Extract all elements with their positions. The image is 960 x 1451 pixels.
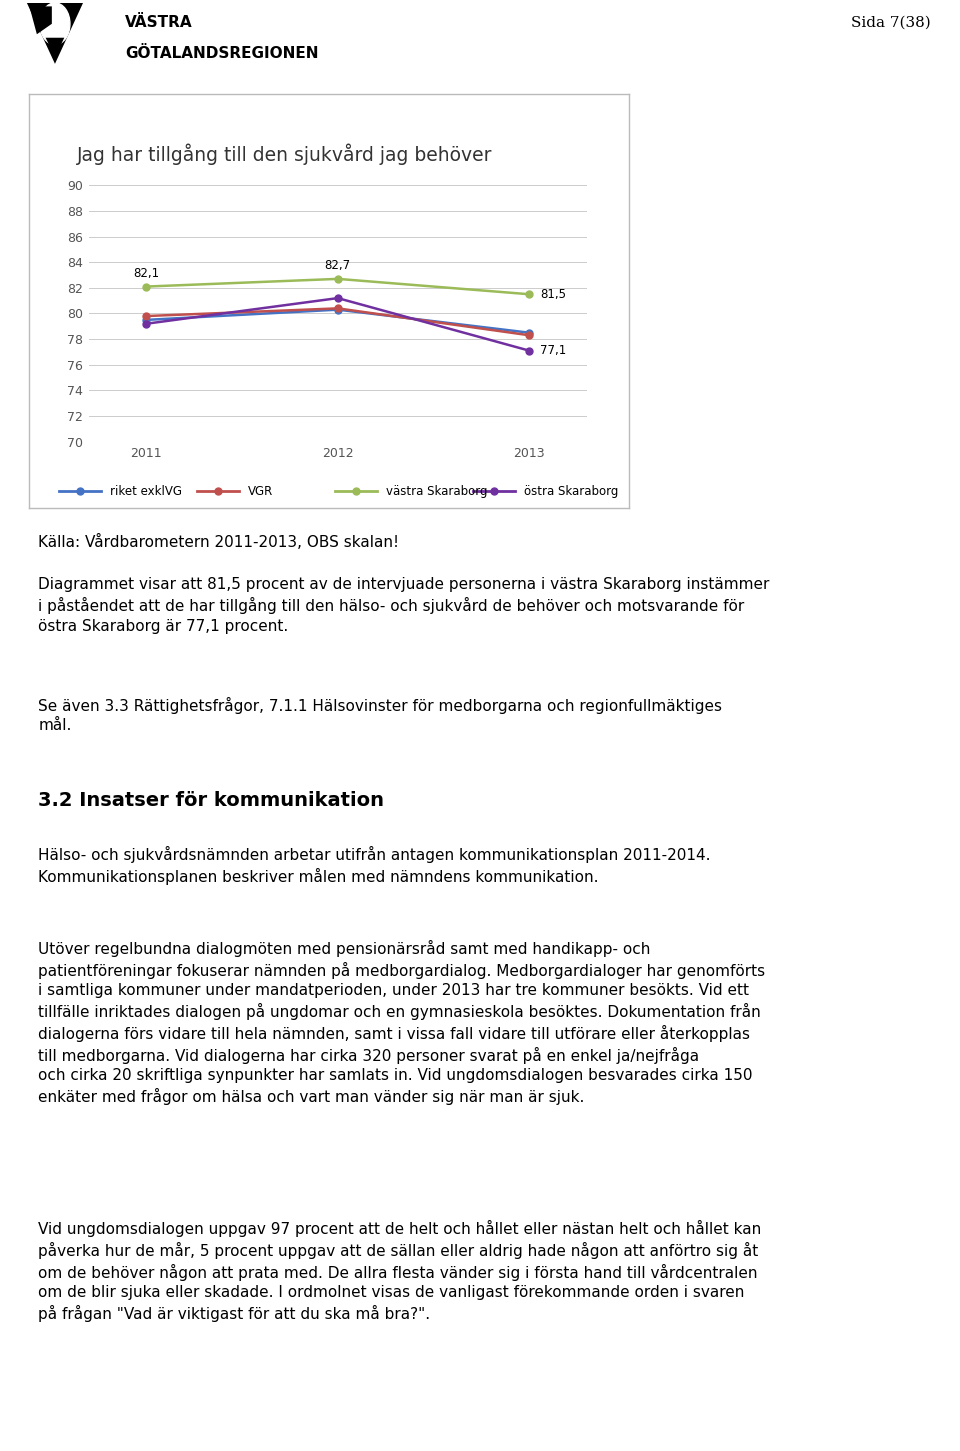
- VGR: [332, 300, 344, 318]
- Text: västra Skaraborg: västra Skaraborg: [386, 485, 488, 498]
- Polygon shape: [30, 6, 52, 35]
- Text: 82,7: 82,7: [324, 258, 350, 271]
- Text: Jag har tillgång till den sjukvård jag behöver: Jag har tillgång till den sjukvård jag b…: [77, 144, 492, 165]
- Text: östra Skaraborg: östra Skaraborg: [524, 485, 618, 498]
- Text: 81,5: 81,5: [540, 287, 566, 300]
- Text: Källa: Vårdbarometern 2011-2013, OBS skalan!: Källa: Vårdbarometern 2011-2013, OBS ska…: [38, 534, 399, 550]
- Polygon shape: [46, 38, 64, 57]
- Text: Sida 7(38): Sida 7(38): [852, 16, 931, 29]
- Line: östra Skaraborg: östra Skaraborg: [143, 295, 533, 354]
- Text: Vid ungdomsdialogen uppgav 97 procent att de helt och hållet eller nästan helt o: Vid ungdomsdialogen uppgav 97 procent at…: [38, 1220, 761, 1322]
- riket exklVG: [332, 300, 344, 318]
- Text: 77,1: 77,1: [540, 344, 566, 357]
- Text: Se även 3.3 Rättighetsfrågor, 7.1.1 Hälsovinster för medborgarna och regionfullm: Se även 3.3 Rättighetsfrågor, 7.1.1 Häls…: [38, 696, 722, 733]
- Text: Utöver regelbundna dialogmöten med pensionärsråd samt med handikapp- och
patient: Utöver regelbundna dialogmöten med pensi…: [38, 940, 765, 1104]
- Polygon shape: [27, 3, 84, 64]
- Text: GÖTALANDSREGIONEN: GÖTALANDSREGIONEN: [125, 45, 319, 61]
- Line: västra Skaraborg: västra Skaraborg: [143, 276, 533, 297]
- riket exklVG: [523, 324, 535, 341]
- västra Skaraborg: [332, 270, 344, 287]
- östra Skaraborg: [140, 315, 152, 332]
- Line: VGR: VGR: [143, 305, 533, 338]
- Line: riket exklVG: riket exklVG: [143, 306, 533, 337]
- VGR: [523, 326, 535, 344]
- Text: VÄSTRA: VÄSTRA: [125, 15, 192, 30]
- VGR: [140, 308, 152, 325]
- Text: Diagrammet visar att 81,5 procent av de intervjuade personerna i västra Skarabor: Diagrammet visar att 81,5 procent av de …: [38, 577, 770, 634]
- västra Skaraborg: [523, 286, 535, 303]
- västra Skaraborg: [140, 277, 152, 295]
- Text: 3.2 Insatser för kommunikation: 3.2 Insatser för kommunikation: [38, 791, 384, 810]
- riket exklVG: [140, 311, 152, 328]
- östra Skaraborg: [523, 342, 535, 360]
- Text: Hälso- och sjukvårdsnämnden arbetar utifrån antagen kommunikationsplan 2011-2014: Hälso- och sjukvårdsnämnden arbetar utif…: [38, 846, 711, 885]
- Circle shape: [40, 3, 70, 45]
- Text: 82,1: 82,1: [133, 267, 159, 280]
- Text: VGR: VGR: [248, 485, 273, 498]
- östra Skaraborg: [332, 289, 344, 306]
- Text: riket exklVG: riket exklVG: [109, 485, 181, 498]
